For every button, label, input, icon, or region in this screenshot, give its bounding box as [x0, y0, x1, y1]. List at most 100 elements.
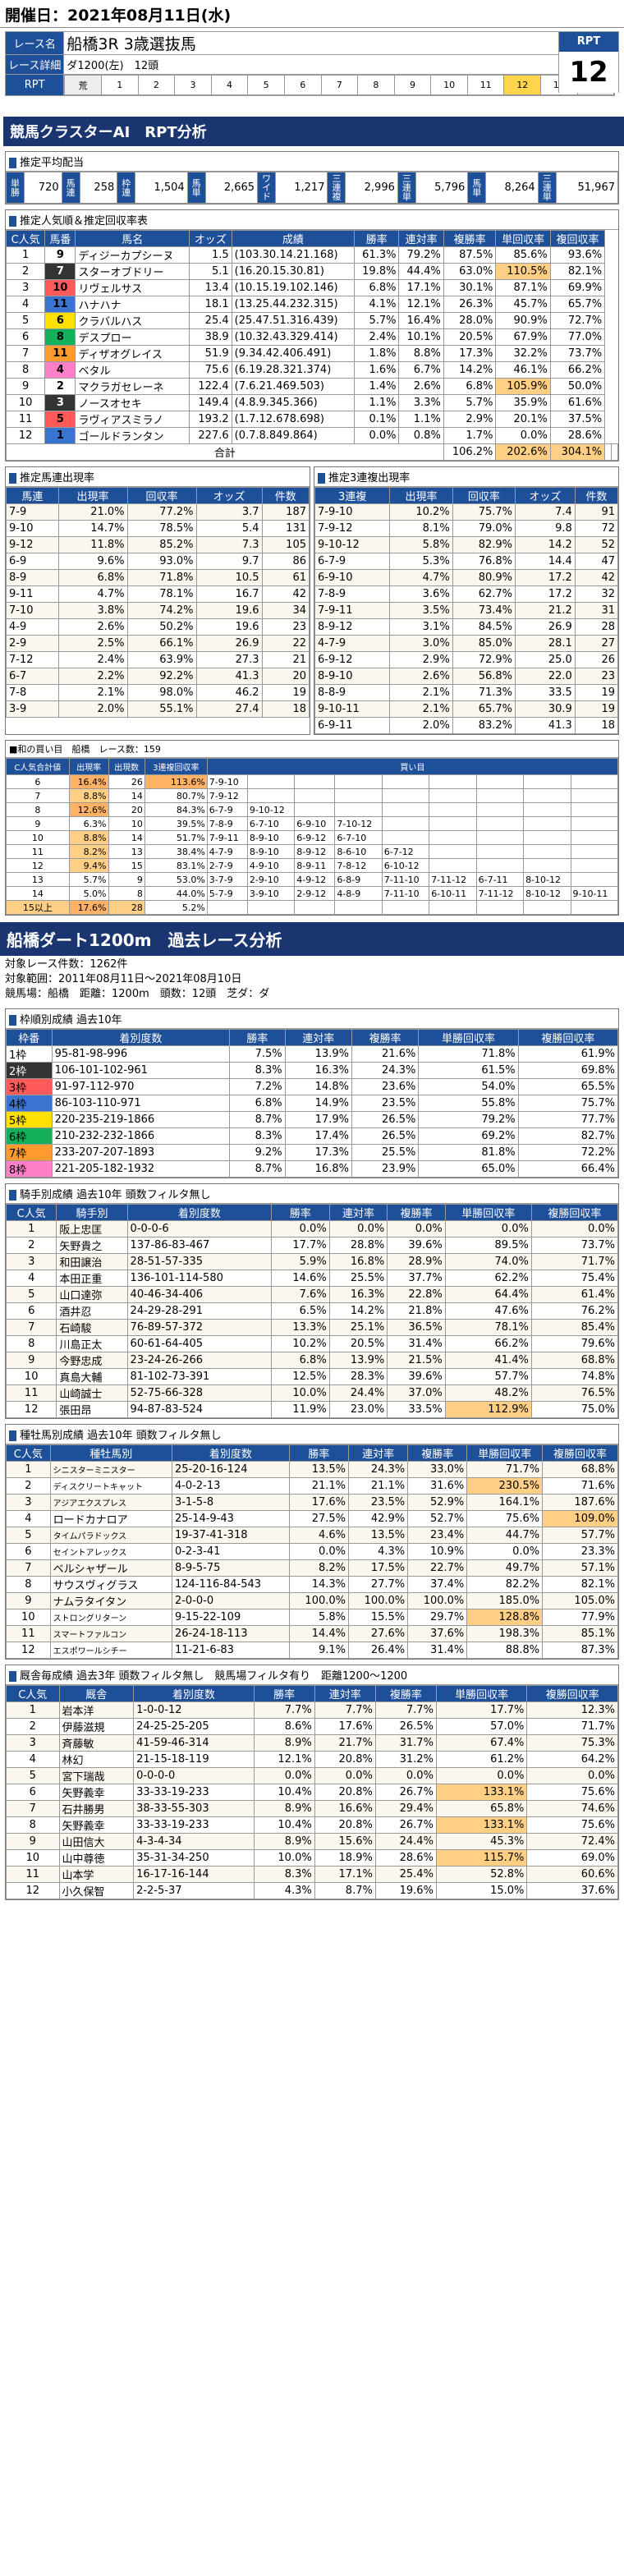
empty-cell	[429, 858, 477, 873]
table-cell: 26-24-18-113	[171, 1625, 290, 1642]
combo-cell: 9-10-12	[246, 802, 296, 817]
table-row: 12 小久保智 2-2-5-37 4.3% 8.7% 19.6% 15.0% 37.6%	[6, 1882, 618, 1899]
table-cell: 61.5%	[418, 1062, 519, 1079]
table-row: 6-9-11 2.0% 83.2% 41.3 18	[314, 717, 619, 734]
table-cell: 6-9	[6, 553, 59, 570]
table-cell: 5.7%	[68, 872, 109, 887]
table-cell: 真島大輔	[56, 1368, 128, 1385]
table-cell: 75.3%	[526, 1734, 618, 1752]
table-cell: 86-103-110-971	[51, 1095, 231, 1112]
combo-cell: 4-8-9	[334, 886, 383, 901]
table-cell: 8.2%	[288, 1559, 350, 1577]
table-cell: 8-9	[6, 569, 59, 586]
table-cell: 7-9-11	[314, 602, 391, 619]
rpt-label: RPT	[4, 74, 65, 96]
table-cell: 16.7	[195, 585, 263, 603]
table-cell: 71.6%	[542, 1477, 618, 1495]
table-cell: 7-12	[6, 651, 59, 668]
table-cell: 45.3%	[435, 1833, 528, 1850]
table-row: 4 ロードカナロア 25-14-9-43 27.5% 42.9% 52.7% 75.6% 10…	[6, 1510, 618, 1527]
table-cell: 4枠	[6, 1095, 53, 1112]
rpt-value: 12	[559, 52, 618, 93]
table-cell: 3	[6, 1494, 51, 1511]
table-cell: 82.9%	[452, 536, 516, 553]
table-cell: 山崎誠士	[56, 1384, 128, 1402]
jockey-title: 騎手別成績 過去10年 頭数フィルタ無し	[20, 1189, 211, 1201]
table-cell: 3.3%	[398, 394, 444, 411]
table-cell: 26.5%	[351, 1127, 420, 1145]
table-cell: 185.0%	[466, 1592, 544, 1609]
table-cell: 33.0%	[407, 1461, 468, 1478]
table-row: 5 宮下瑞哉 0-0-0-0 0.0% 0.0% 0.0% 0.0% 0.0%	[6, 1767, 618, 1784]
table-cell: 79.0%	[452, 520, 516, 537]
table-cell: 4.7%	[389, 569, 453, 586]
table-cell: 0.0%	[466, 1543, 544, 1560]
column-header: 回収率	[452, 487, 516, 504]
table-cell: 9-15-22-109	[171, 1609, 290, 1626]
table-cell: 71.8%	[418, 1045, 519, 1063]
empty-cell	[475, 774, 525, 789]
empty-cell	[429, 802, 477, 817]
column-header: 馬連	[6, 487, 59, 504]
table-cell: 81-102-73-391	[126, 1368, 273, 1385]
table-row: 11 8.2% 13 38.4% 4-7-9 8-9-10 8-9-12 8-6-10 6-7-…	[6, 844, 618, 859]
table-cell: 3.6%	[389, 585, 453, 603]
table-row: 10 ストロングリターン 9-15-22-109 5.8% 15.5% 29.7% 128.…	[6, 1609, 618, 1626]
table-cell: 11.8%	[57, 536, 128, 553]
table-row: 8-9-10 2.6% 56.8% 22.0 23	[314, 668, 619, 685]
table-cell: 石崎駿	[56, 1319, 128, 1336]
past-info-line: 競馬場：船橋 距離：1200m 頭数：12頭 芝ダ：ダ	[5, 988, 270, 1000]
table-row: 8-9-12 3.1% 84.5% 26.9 28	[314, 618, 619, 636]
table-cell: 23.9%	[351, 1160, 420, 1178]
table-row: 9-10-11 2.1% 65.7% 30.9 19	[314, 700, 619, 718]
empty-cell	[523, 900, 571, 915]
table-cell: 8-8-9	[314, 684, 391, 701]
table-cell: リヴェルサス	[75, 279, 190, 296]
table-cell: 41.3	[195, 668, 263, 685]
table-cell: 40-46-34-406	[126, 1286, 273, 1303]
empty-cell	[429, 830, 477, 845]
table-cell: 51.7%	[144, 830, 208, 845]
table-row: 10 真島大輔 81-102-73-391 12.5% 28.3% 39.6% 57.7% 7…	[5, 1368, 619, 1385]
table-cell: 阪上忠匡	[56, 1220, 128, 1237]
table-cell: 0.0%	[526, 1767, 618, 1784]
table-cell: 20	[108, 802, 145, 817]
column-header: 単勝回収率	[466, 1444, 544, 1462]
trainer-table: C人気 厩舎 着別度数 勝率 連対率 複勝率 単勝回収率 複勝回収率 1 岩本洋 1-0-0-12 7…	[6, 1685, 618, 1899]
table-cell: 12.5%	[271, 1368, 330, 1385]
column-header: 件数	[261, 487, 310, 504]
table-cell: 12	[6, 858, 70, 873]
table-row: 6-7 2.2% 92.2% 41.3 20	[6, 668, 310, 685]
table-cell: 86	[261, 553, 310, 570]
table-cell: 8	[108, 886, 145, 901]
table-row: 9 今野忠成 23-24-26-266 6.8% 13.9% 21.5% 41.4% 68.8…	[5, 1352, 619, 1369]
empty-cell	[334, 774, 383, 789]
table-cell: 1.5	[188, 246, 232, 264]
payout-value: 1,217	[275, 172, 328, 204]
table-cell: 23	[574, 668, 619, 685]
table-cell: 5.0%	[68, 886, 109, 901]
table-cell: 44.0%	[144, 886, 208, 901]
table-cell: 56.8%	[452, 668, 516, 685]
table-cell: 8.8%	[398, 345, 444, 362]
table-cell: 35-31-34-250	[133, 1849, 255, 1867]
table-row: 7 石井勝男 38-33-55-303 8.9% 16.6% 29.4% 65.8% 74.6…	[6, 1800, 618, 1817]
table-cell: 62.2%	[444, 1270, 532, 1287]
table-cell: 25-14-9-43	[171, 1510, 290, 1527]
table-cell: 65.8%	[435, 1800, 528, 1817]
table-cell: 100.0%	[407, 1592, 468, 1609]
table-cell: 2.9%	[443, 411, 497, 428]
table-cell: 26.5%	[374, 1718, 437, 1735]
rpt-cell: 8	[357, 75, 395, 95]
table-cell: 2.5%	[57, 635, 128, 652]
table-cell: 8.3%	[253, 1866, 315, 1883]
table-cell: 1.4%	[354, 378, 400, 395]
table-cell: 41.4%	[444, 1352, 532, 1369]
table-cell: 7-8	[6, 684, 59, 701]
table-cell: 67.9%	[495, 328, 551, 346]
column-header: 複勝回収率	[530, 1204, 619, 1221]
table-cell: 10.9%	[407, 1543, 468, 1560]
table-cell: 24.4%	[328, 1384, 388, 1402]
table-cell: 109.0%	[542, 1510, 618, 1527]
table-row: 11 スマートファルコン 26-24-18-113 14.4% 27.6% 37.6% 19…	[6, 1625, 618, 1642]
